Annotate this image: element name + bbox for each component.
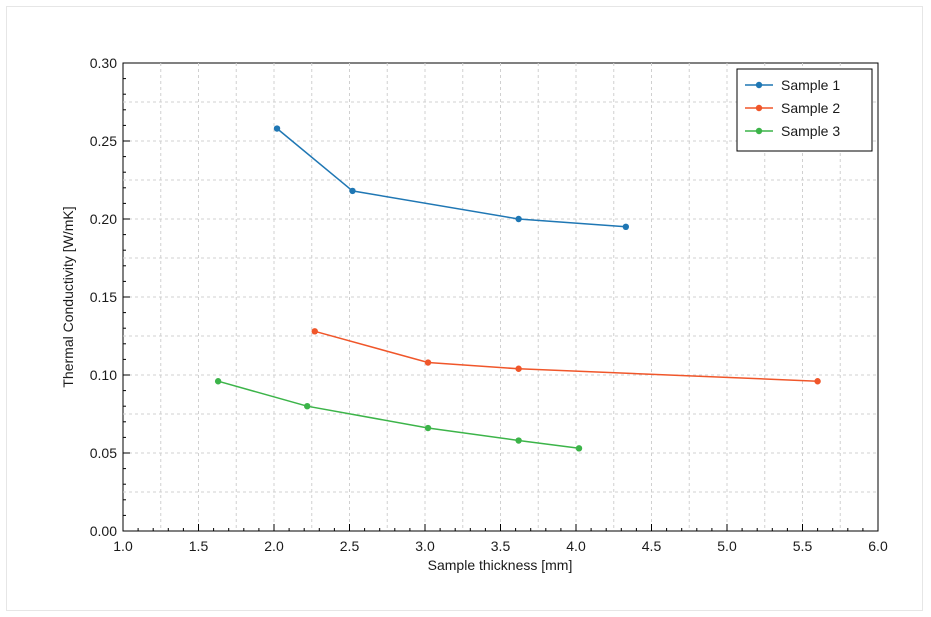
y-axis-title: Thermal Conductivity [W/mK]: [60, 206, 76, 387]
series-3: [214, 378, 583, 452]
x-tick-label: 4.5: [642, 538, 662, 554]
x-tick-label: 3.0: [415, 538, 435, 554]
legend-swatch-marker: [755, 104, 763, 112]
legend-label: Sample 2: [781, 100, 840, 116]
y-tick-label: 0.15: [90, 289, 117, 305]
chart-frame: 1.0 1.5 2.0 2.5 3.0 3.5 4.0 4.5 5.0 5.5 6.0 0.00 0.0…: [6, 6, 923, 611]
axes: 1.0 1.5 2.0 2.5 3.0 3.5 4.0 4.5 5.0 5.5 6.0 0.00 0.0…: [90, 55, 888, 554]
data-point: [575, 445, 583, 452]
x-tick-label: 5.0: [717, 538, 737, 554]
series-1: [273, 125, 630, 230]
legend-item: Sample 2: [745, 100, 840, 116]
series-line: [314, 330, 818, 382]
data-point: [424, 424, 432, 432]
y-tick-label: 0.20: [90, 211, 117, 227]
data-point: [349, 187, 356, 195]
data-point: [622, 223, 630, 230]
x-tick-label: 1.5: [189, 538, 209, 554]
line-chart: 1.0 1.5 2.0 2.5 3.0 3.5 4.0 4.5 5.0 5.5 6.0 0.00 0.0…: [60, 55, 888, 573]
grid-lines: [123, 63, 878, 531]
data-point: [214, 378, 222, 385]
data-point: [424, 359, 432, 366]
x-tick-label: 3.5: [491, 538, 511, 554]
x-tick-label: 2.0: [264, 538, 284, 554]
x-tick-label: 1.0: [113, 538, 133, 554]
y-tick-label: 0.10: [90, 367, 117, 383]
y-tick-label: 0.30: [90, 55, 117, 71]
data-point: [515, 215, 522, 223]
data-point: [273, 125, 281, 132]
x-tick-label: 6.0: [868, 538, 888, 554]
legend-item: Sample 1: [745, 77, 840, 93]
data-point: [304, 403, 311, 410]
legend-label: Sample 1: [781, 77, 840, 93]
y-tick-label: 0.25: [90, 133, 117, 149]
legend-label: Sample 3: [781, 123, 840, 139]
legend-swatch-marker: [755, 81, 763, 89]
data-series: [214, 125, 821, 452]
x-tick-label: 4.0: [566, 538, 586, 554]
y-tick-label: 0.05: [90, 445, 117, 461]
legend: Sample 1 Sample 2 Sample 3: [736, 68, 873, 152]
series-line: [276, 127, 626, 228]
series-2: [311, 328, 821, 385]
x-axis-title: Sample thickness [mm]: [428, 557, 573, 573]
y-tick-label: 0.00: [90, 523, 117, 539]
data-point: [515, 365, 522, 372]
data-point: [515, 437, 522, 444]
legend-item: Sample 3: [745, 123, 840, 139]
x-tick-label: 5.5: [793, 538, 813, 554]
legend-swatch-marker: [755, 127, 763, 135]
data-point: [311, 328, 318, 335]
data-point: [814, 378, 821, 385]
x-tick-label: 2.5: [340, 538, 360, 554]
